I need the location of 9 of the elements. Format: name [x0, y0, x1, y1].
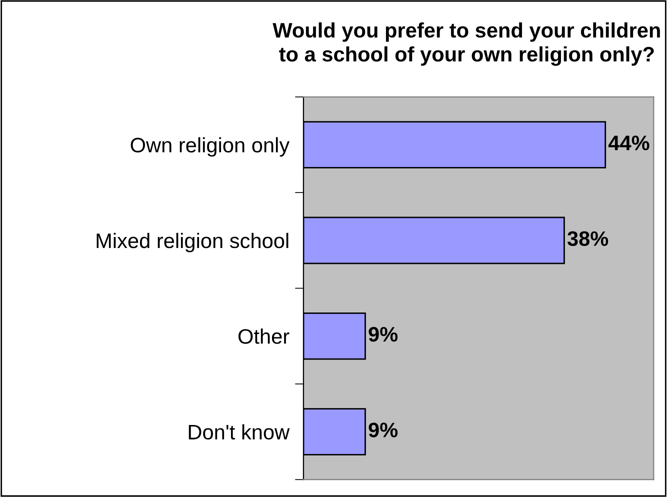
y-tick-label: Other — [238, 328, 290, 344]
y-tick-label: Mixed religion school — [96, 232, 288, 252]
data-label: 44% — [608, 136, 650, 150]
data-label: 38% — [567, 231, 608, 246]
data-label: 9% — [368, 326, 398, 342]
data-label: 9% — [368, 422, 398, 438]
chart-title: Would you prefer to send your children to a school of your own religion only? — [272, 22, 660, 66]
y-tick-label: Own religion only — [130, 137, 290, 157]
y-tick-label: Don't know — [188, 424, 290, 440]
